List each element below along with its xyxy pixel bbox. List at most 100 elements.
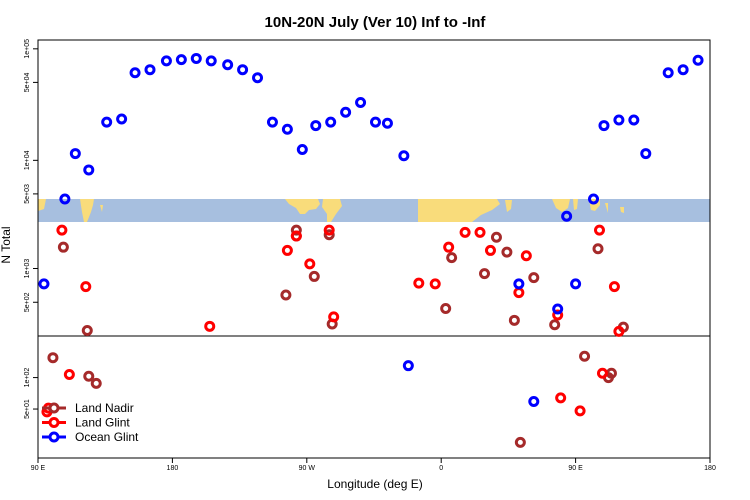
point-ocean-glint <box>237 64 249 76</box>
point-land-glint <box>304 258 316 270</box>
point-ocean-glint <box>598 120 610 132</box>
point-ocean-glint <box>381 117 393 129</box>
point-ocean-glint <box>692 54 704 66</box>
point-land-nadir <box>579 350 591 362</box>
y-tick-label: 1e+04 <box>24 150 31 170</box>
point-ocean-glint <box>190 52 202 64</box>
point-ocean-glint <box>281 123 293 135</box>
point-ocean-glint <box>59 193 71 205</box>
point-land-nadir <box>90 377 102 389</box>
point-ocean-glint <box>340 106 352 118</box>
point-ocean-glint <box>101 116 113 128</box>
point-land-nadir <box>47 352 59 364</box>
plot-frame <box>37 39 711 459</box>
map-land-africa <box>418 199 512 222</box>
point-land-glint <box>484 244 496 256</box>
point-ocean-glint <box>266 116 278 128</box>
point-ocean-glint <box>677 64 689 76</box>
point-ocean-glint <box>513 278 525 290</box>
point-land-nadir <box>528 272 540 284</box>
legend-marker-ocean-glint <box>48 431 60 443</box>
point-land-glint <box>56 224 68 236</box>
point-land-nadir <box>549 319 561 331</box>
legend-marker-land-nadir <box>48 402 60 414</box>
point-land-glint <box>593 224 605 236</box>
point-land-nadir <box>57 241 69 253</box>
point-ocean-glint <box>402 360 414 372</box>
point-land-glint <box>328 311 340 323</box>
x-axis-label: Longitude (deg E) <box>327 477 422 491</box>
y-axis-label: N Total <box>0 226 13 263</box>
point-land-nadir <box>440 302 452 314</box>
point-land-nadir <box>508 314 520 326</box>
point-land-glint <box>459 226 471 238</box>
point-land-glint <box>474 226 486 238</box>
point-land-glint <box>555 392 567 404</box>
point-ocean-glint <box>355 97 367 109</box>
y-tick-label: 5e+02 <box>24 292 31 312</box>
point-ocean-glint <box>398 150 410 162</box>
point-land-glint <box>204 320 216 332</box>
y-tick-label: 5e+04 <box>24 72 31 92</box>
point-ocean-glint <box>252 72 264 84</box>
point-land-nadir <box>446 252 458 264</box>
point-ocean-glint <box>640 148 652 160</box>
y-tick-label: 1e+05 <box>24 39 31 59</box>
point-land-nadir <box>490 231 502 243</box>
point-ocean-glint <box>628 114 640 126</box>
point-land-glint <box>613 325 625 337</box>
legend-label-ocean-glint: Ocean Glint <box>75 430 139 444</box>
point-ocean-glint <box>129 67 141 79</box>
point-land-nadir <box>81 324 93 336</box>
map-land-asia-right <box>552 199 624 213</box>
point-land-glint <box>513 287 525 299</box>
point-ocean-glint <box>38 278 50 290</box>
point-land-glint <box>443 241 455 253</box>
point-ocean-glint <box>175 54 187 66</box>
point-ocean-glint <box>552 303 564 315</box>
point-ocean-glint <box>325 116 337 128</box>
point-land-nadir <box>280 289 292 301</box>
point-ocean-glint <box>144 64 156 76</box>
point-land-nadir <box>592 243 604 255</box>
point-ocean-glint <box>528 396 540 408</box>
x-tick-label: 0 <box>439 465 443 472</box>
point-land-glint <box>429 278 441 290</box>
point-land-nadir <box>290 224 302 236</box>
point-land-glint <box>281 244 293 256</box>
point-land-nadir <box>514 436 526 448</box>
point-ocean-glint <box>662 67 674 79</box>
point-land-glint <box>80 281 92 293</box>
point-land-glint <box>63 369 75 381</box>
point-ocean-glint <box>69 148 81 160</box>
point-ocean-glint <box>588 193 600 205</box>
map-land-americas <box>285 199 342 222</box>
point-ocean-glint <box>310 120 322 132</box>
x-tick-label: 180 <box>167 465 179 472</box>
world-map-strip <box>38 199 710 222</box>
point-land-nadir <box>501 246 513 258</box>
y-tick-label: 1e+02 <box>24 368 31 388</box>
point-ocean-glint <box>222 59 234 71</box>
point-land-glint <box>608 281 620 293</box>
point-land-glint <box>596 367 608 379</box>
chart-title: 10N-20N July (Ver 10) Inf to -Inf <box>265 14 487 31</box>
point-land-nadir <box>308 270 320 282</box>
point-ocean-glint <box>613 114 625 126</box>
y-tick-label: 5e+01 <box>24 399 31 419</box>
point-ocean-glint <box>570 278 582 290</box>
point-land-glint <box>552 309 564 321</box>
point-land-glint <box>290 230 302 242</box>
legend-marker-land-glint <box>48 417 60 428</box>
point-ocean-glint <box>116 113 128 125</box>
point-land-glint <box>574 405 586 417</box>
x-tick-label: 180 <box>704 465 716 472</box>
point-land-glint <box>323 224 335 236</box>
point-land-glint <box>413 277 425 289</box>
legend-label-land-nadir: Land Nadir <box>75 401 134 415</box>
y-tick-label: 5e+03 <box>24 184 31 204</box>
legend-label-land-glint: Land Glint <box>75 416 130 430</box>
point-ocean-glint <box>83 164 95 176</box>
